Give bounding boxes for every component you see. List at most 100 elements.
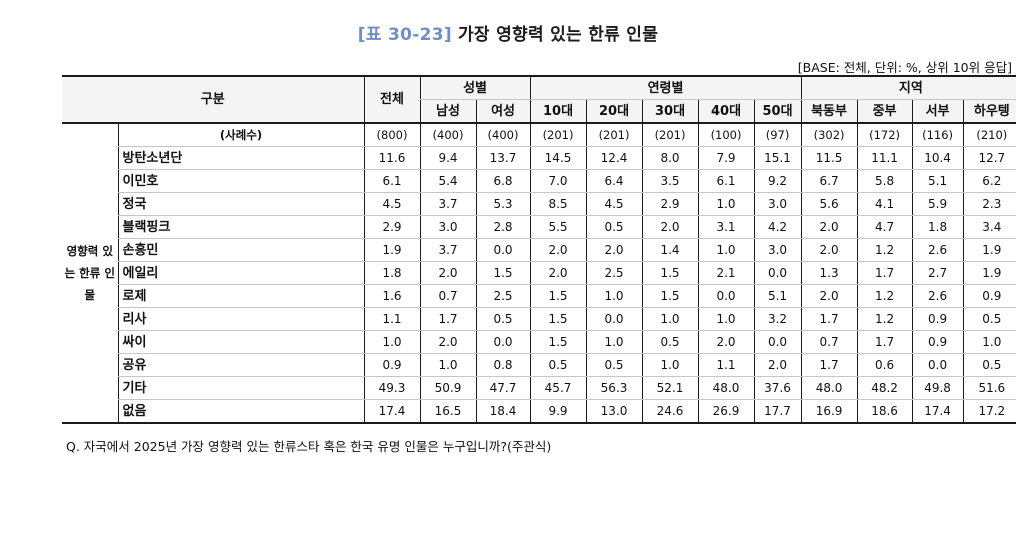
row-group-label: 영향력 있는 한류 인물	[62, 123, 118, 424]
table-cell: 12.7	[962, 146, 1016, 170]
table-cell: (172)	[856, 123, 913, 147]
table-cell: 1.7	[800, 353, 858, 377]
table-cell: 0.0	[475, 330, 531, 354]
table-cell: 0.0	[753, 330, 802, 354]
table-row: 로제 1.6 0.7 2.5 1.5 1.0 1.5 0.0 5.1 2.0 1.2 2.6 0.9	[62, 284, 1016, 308]
row-label: 로제	[117, 284, 365, 308]
table-cell: 1.0	[363, 330, 421, 354]
table-cell: 1.0	[697, 238, 755, 262]
table-cell: 1.4	[641, 238, 699, 262]
question-note: Q. 자국에서 2025년 가장 영향력 있는 한류스타 혹은 한국 유명 인물…	[66, 439, 552, 454]
row-label: 에일리	[117, 261, 365, 285]
table-cell: 1.1	[363, 307, 421, 331]
header-age-50s: 50대	[753, 99, 802, 124]
table-cell: 1.9	[962, 261, 1016, 285]
table-cell: 18.4	[475, 399, 531, 424]
header-gender-group: 성별	[419, 75, 531, 100]
table-row: 블랙핑크 2.9 3.0 2.8 5.5 0.5 2.0 3.1 4.2 2.0 4.7 1.8 3.4	[62, 215, 1016, 239]
table-cell: 0.7	[800, 330, 858, 354]
table-cell: 49.3	[363, 376, 421, 400]
table-cell: 1.2	[856, 238, 913, 262]
table-cell: 4.7	[856, 215, 913, 239]
table-cell: 3.2	[753, 307, 802, 331]
case-count-row: 영향력 있는 한류 인물 (사례수) (800) (400) (400) (201) (20…	[62, 123, 1016, 424]
table-cell: (97)	[753, 123, 802, 147]
table-cell: 6.2	[962, 169, 1016, 193]
table-cell: 1.0	[697, 307, 755, 331]
table-cell: 2.0	[800, 284, 858, 308]
table-cell: 0.0	[585, 307, 643, 331]
table-cell: 2.9	[641, 192, 699, 216]
table-cell: 4.5	[363, 192, 421, 216]
row-label: 없음	[117, 399, 365, 424]
header-region-northeast: 북동부	[800, 99, 858, 124]
table-cell: 3.5	[641, 169, 699, 193]
table-cell: 17.7	[753, 399, 802, 424]
table-cell: 1.5	[529, 284, 587, 308]
table-cell: 48.2	[856, 376, 913, 400]
table-cell: 5.9	[911, 192, 964, 216]
table-cell: 48.0	[697, 376, 755, 400]
table-cell: (400)	[419, 123, 477, 147]
header-age-10s: 10대	[529, 99, 587, 124]
table-cell: 5.1	[911, 169, 964, 193]
table-cell: 9.2	[753, 169, 802, 193]
table-cell: 2.0	[585, 238, 643, 262]
table-cell: 3.0	[419, 215, 477, 239]
table-cell: 5.3	[475, 192, 531, 216]
table-cell: 2.9	[363, 215, 421, 239]
table-cell: 48.0	[800, 376, 858, 400]
table-cell: 7.0	[529, 169, 587, 193]
table-cell: 37.6	[753, 376, 802, 400]
table-cell: 0.5	[962, 353, 1016, 377]
table-cell: 5.5	[529, 215, 587, 239]
table-cell: (400)	[475, 123, 531, 147]
table-cell: (100)	[697, 123, 755, 147]
table-cell: 1.8	[363, 261, 421, 285]
table-cell: 5.4	[419, 169, 477, 193]
row-label: 공유	[117, 353, 365, 377]
table-cell: (302)	[800, 123, 858, 147]
table-cell: 1.7	[856, 261, 913, 285]
header-row-2: 남성 여성 10대 20대 30대 40대 50대 북동부 중부 서부 하우텡	[62, 99, 1016, 124]
row-label: 정국	[117, 192, 365, 216]
table-cell: 2.6	[911, 284, 964, 308]
table-cell: 1.0	[641, 307, 699, 331]
table-title-text: 가장 영향력 있는 한류 인물	[457, 25, 659, 45]
header-age-group: 연령별	[529, 75, 802, 100]
table-cell: 17.2	[962, 399, 1016, 424]
table-row: 방탄소년단 11.6 9.4 13.7 14.5 12.4 8.0 7.9 15.1 11.5 11…	[62, 146, 1016, 170]
row-label: 싸이	[117, 330, 365, 354]
table-row: 싸이 1.0 2.0 0.0 1.5 1.0 0.5 2.0 0.0 0.7 1.7 0.9 1.0	[62, 330, 1016, 354]
table-cell: 0.8	[475, 353, 531, 377]
base-note: [BASE: 전체, 단위: %, 상위 10위 응답]	[797, 60, 1012, 75]
table-cell: 1.3	[800, 261, 858, 285]
table-cell: 16.9	[800, 399, 858, 424]
table-cell: 11.6	[363, 146, 421, 170]
row-label: 리사	[117, 307, 365, 331]
table-cell: 1.8	[911, 215, 964, 239]
table-cell: 11.5	[800, 146, 858, 170]
table-cell: 3.7	[419, 192, 477, 216]
header-female: 여성	[475, 99, 531, 124]
table-row: 이민호 6.1 5.4 6.8 7.0 6.4 3.5 6.1 9.2 6.7 5.8 5.1 6.2	[62, 169, 1016, 193]
table-cell: 2.0	[419, 261, 477, 285]
table-cell: 2.0	[529, 261, 587, 285]
table-cell: 1.0	[585, 284, 643, 308]
table-cell: 5.1	[753, 284, 802, 308]
header-gubun: 구분	[62, 75, 365, 124]
table-cell: 0.5	[529, 353, 587, 377]
table-cell: 0.7	[419, 284, 477, 308]
table-row: 에일리 1.8 2.0 1.5 2.0 2.5 1.5 2.1 0.0 1.3 1.7 2.7 1.9	[62, 261, 1016, 285]
table-title: [표 30-23] 가장 영향력 있는 한류 인물	[0, 20, 1016, 45]
header-region-west: 서부	[911, 99, 964, 124]
table-cell: 0.0	[475, 238, 531, 262]
table-cell: 6.7	[800, 169, 858, 193]
table-row: 정국 4.5 3.7 5.3 8.5 4.5 2.9 1.0 3.0 5.6 4.1 5.9 2.3	[62, 192, 1016, 216]
table-cell: 0.9	[911, 330, 964, 354]
table-cell: (201)	[641, 123, 699, 147]
table-cell: 12.4	[585, 146, 643, 170]
table-cell: 13.0	[585, 399, 643, 424]
table-cell: 6.8	[475, 169, 531, 193]
table-cell: 2.8	[475, 215, 531, 239]
